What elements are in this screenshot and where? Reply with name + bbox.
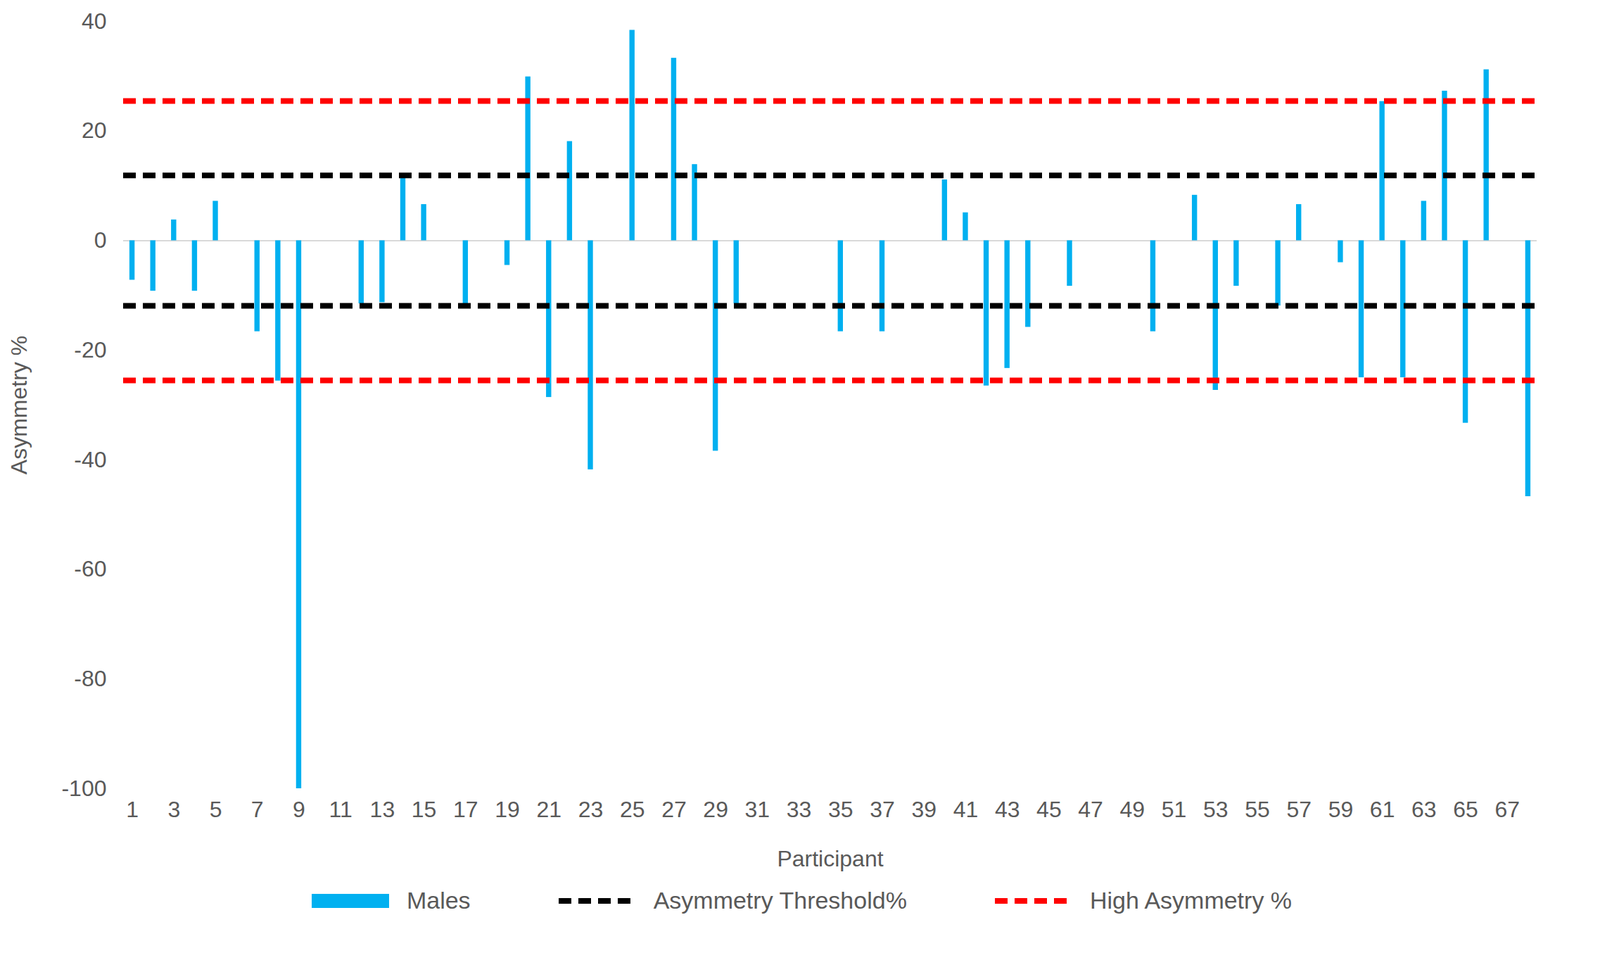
svg-text:47: 47	[1077, 796, 1104, 822]
svg-text:-40: -40	[73, 446, 107, 473]
svg-text:31: 31	[745, 796, 771, 822]
svg-text:63: 63	[1411, 796, 1437, 822]
svg-text:19: 19	[494, 796, 520, 822]
svg-text:17: 17	[453, 796, 479, 822]
svg-text:5: 5	[209, 796, 223, 822]
svg-text:65: 65	[1452, 796, 1479, 822]
svg-text:59: 59	[1328, 796, 1354, 822]
svg-text:9: 9	[292, 796, 306, 822]
html-text:High Asymmetry %: High Asymmetry %	[1089, 886, 1292, 914]
svg-text:3: 3	[167, 796, 181, 822]
svg-text:40: 40	[81, 8, 107, 34]
svg-text:53: 53	[1203, 796, 1229, 822]
svg-text:39: 39	[911, 796, 937, 822]
svg-text:23: 23	[578, 796, 604, 822]
svg-text:27: 27	[661, 796, 687, 822]
svg-text:61: 61	[1369, 796, 1396, 822]
svg-text:11: 11	[329, 796, 353, 822]
svg-text:-60: -60	[73, 555, 107, 582]
svg-text:-80: -80	[73, 665, 107, 691]
svg-text:37: 37	[869, 796, 895, 822]
svg-text:Asymmetry %: Asymmetry %	[6, 335, 32, 475]
svg-text:51: 51	[1161, 796, 1187, 822]
svg-text:25: 25	[619, 796, 646, 822]
svg-text:21: 21	[536, 796, 562, 822]
svg-text:55: 55	[1244, 796, 1271, 822]
svg-text:29: 29	[702, 796, 729, 822]
svg-text:20: 20	[81, 117, 107, 143]
svg-text:33: 33	[786, 796, 812, 822]
html-text:Asymmetry Threshold%: Asymmetry Threshold%	[653, 886, 907, 914]
svg-text:45: 45	[1036, 796, 1062, 822]
svg-text:15: 15	[411, 796, 437, 822]
svg-text:49: 49	[1120, 796, 1146, 822]
svg-text:43: 43	[994, 796, 1021, 822]
svg-text:1: 1	[125, 796, 139, 822]
svg-text:13: 13	[370, 796, 396, 822]
svg-text:35: 35	[828, 796, 854, 822]
svg-text:-20: -20	[73, 337, 107, 363]
html-text:Males: Males	[406, 886, 471, 914]
svg-text:0: 0	[94, 227, 107, 253]
svg-text:7: 7	[251, 796, 264, 822]
svg-text:41: 41	[953, 796, 979, 822]
svg-text:57: 57	[1286, 796, 1312, 822]
svg-text:Participant: Participant	[776, 845, 884, 872]
svg-text:67: 67	[1495, 796, 1521, 822]
svg-text:-100: -100	[61, 775, 107, 801]
